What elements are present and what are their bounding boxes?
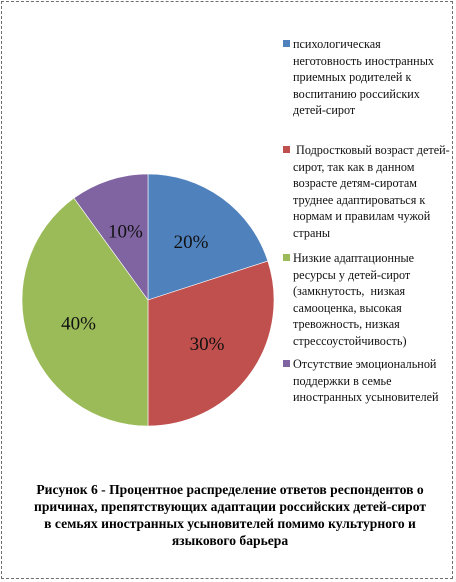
pie-slice (147, 260, 275, 427)
legend-swatch (283, 360, 290, 367)
legend-swatch (283, 254, 290, 261)
pie-chart: 20% 30% 40% 10% (21, 173, 275, 427)
legend-swatch (283, 40, 290, 47)
pie-slice (21, 197, 149, 427)
slice-data-label: 30% (190, 334, 225, 355)
figure-caption: Рисунок 6 - Процентное распределение отв… (33, 482, 427, 548)
legend-item: Низкие адаптационные ресурсы у детей-сир… (283, 250, 451, 349)
legend-label: Низкие адаптационные ресурсы у детей-сир… (293, 251, 418, 348)
legend-label: Отсутствие эмоциональной поддержки в сем… (293, 357, 440, 404)
slice-data-label: 20% (174, 232, 209, 253)
slice-data-label: 40% (61, 314, 96, 335)
legend-swatch (283, 146, 290, 153)
legend-item: психологическая неготовность иностранных… (283, 36, 451, 119)
slice-data-label: 10% (108, 222, 143, 243)
legend-label: психологическая неготовность иностранных… (293, 37, 438, 117)
legend-label: Подростковый возраст детей-сирот, так ка… (293, 143, 450, 240)
legend-item: Подростковый возраст детей-сирот, так ка… (283, 142, 451, 241)
legend-item: Отсутствие эмоциональной поддержки в сем… (283, 356, 451, 406)
pie-slice (73, 173, 149, 301)
pie-slice (147, 173, 269, 301)
